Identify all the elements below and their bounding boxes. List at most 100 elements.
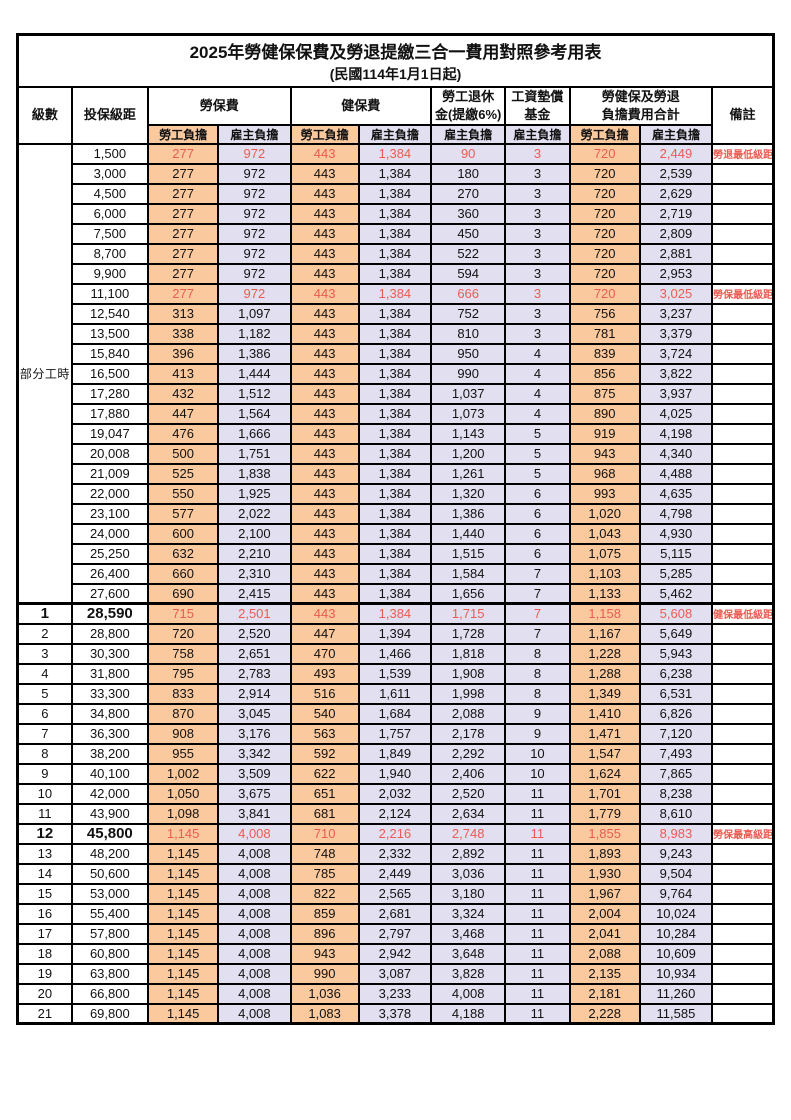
cell-total-employer: 10,284 xyxy=(638,922,714,945)
cell-total-employer: 2,539 xyxy=(638,162,714,185)
table-row: 11 43,900 1,098 3,841 681 2,124 2,634 11 1,779 8,… xyxy=(16,802,775,825)
cell-note xyxy=(711,482,775,505)
cell-health-self: 859 xyxy=(289,902,360,925)
cell-health-employer: 1,384 xyxy=(357,142,433,165)
cell-note xyxy=(711,802,775,825)
cell-pension-employer: 90 xyxy=(430,142,507,165)
cell-bracket: 42,000 xyxy=(70,782,149,805)
cell-total-self: 781 xyxy=(568,322,641,345)
cell-health-employer: 1,757 xyxy=(357,722,433,745)
cell-total-employer: 2,719 xyxy=(638,202,714,225)
cell-total-self: 1,133 xyxy=(568,582,641,605)
cell-pension-employer: 522 xyxy=(430,242,507,265)
cell-pension-employer: 1,515 xyxy=(430,542,507,565)
cell-level: 20 xyxy=(16,982,73,1005)
subheader-total-employer: 雇主負擔 xyxy=(638,123,714,145)
cell-pension-employer: 2,088 xyxy=(430,702,507,725)
table-row: 20 66,800 1,145 4,008 1,036 3,233 4,008 11 2,181… xyxy=(16,982,775,1005)
cell-labor-employer: 4,008 xyxy=(217,842,292,865)
cell-wage-fund-employer: 11 xyxy=(504,862,571,885)
cell-bracket: 28,800 xyxy=(70,622,149,645)
cell-health-self: 710 xyxy=(289,822,360,845)
cell-bracket: 16,500 xyxy=(70,362,149,385)
cell-total-self: 1,701 xyxy=(568,782,641,805)
cell-wage-fund-employer: 7 xyxy=(504,582,571,605)
cell-wage-fund-employer: 8 xyxy=(504,662,571,685)
col-header-level: 級數 xyxy=(16,85,73,145)
cell-labor-self: 277 xyxy=(146,262,220,285)
subheader-labor-employer: 雇主負擔 xyxy=(217,123,292,145)
col-header-labor-insurance: 勞保費 xyxy=(146,85,292,126)
cell-total-self: 1,779 xyxy=(568,802,641,825)
cell-level: 1 xyxy=(16,602,73,625)
cell-bracket: 9,900 xyxy=(70,262,149,285)
cell-wage-fund-employer: 3 xyxy=(504,282,571,305)
cell-labor-self: 476 xyxy=(146,422,220,445)
cell-total-employer: 3,237 xyxy=(638,302,714,325)
cell-health-employer: 1,384 xyxy=(357,222,433,245)
table-row: 部分工時 1,500 277 972 443 1,384 90 3 720 2,449 勞退最低級距 xyxy=(16,142,775,605)
cell-health-employer: 2,681 xyxy=(357,902,433,925)
cell-labor-self: 600 xyxy=(146,522,220,545)
cell-note xyxy=(711,362,775,385)
cell-labor-self: 1,145 xyxy=(146,1002,220,1025)
cell-note: 勞退最低級距 xyxy=(711,142,775,165)
cell-level: 13 xyxy=(16,842,73,865)
cell-total-employer: 5,285 xyxy=(638,562,714,585)
title-cell: 2025年勞健保保費及勞退提繳三合一費用對照參考用表 (民國114年1月1日起) xyxy=(16,33,775,88)
cell-pension-employer: 2,520 xyxy=(430,782,507,805)
cell-bracket: 25,250 xyxy=(70,542,149,565)
table-row: 4,500 277 972 443 1,384 270 3 720 2,629 xyxy=(18,182,775,205)
title-row: 2025年勞健保保費及勞退提繳三合一費用對照參考用表 (民國114年1月1日起) xyxy=(16,33,775,88)
cell-labor-employer: 972 xyxy=(217,222,292,245)
cell-note xyxy=(711,722,775,745)
cell-total-employer: 5,649 xyxy=(638,622,714,645)
cell-health-self: 443 xyxy=(289,382,360,405)
cell-pension-employer: 752 xyxy=(430,302,507,325)
cell-level: 4 xyxy=(16,662,73,685)
cell-bracket: 17,880 xyxy=(70,402,149,425)
cell-total-employer: 10,024 xyxy=(638,902,714,925)
cell-note xyxy=(711,302,775,325)
cell-labor-employer: 2,501 xyxy=(217,602,292,625)
pension-header-line2: 金(提繳6%) xyxy=(434,106,502,122)
cell-labor-employer: 4,008 xyxy=(217,962,292,985)
cell-health-employer: 1,384 xyxy=(357,362,433,385)
cell-total-employer: 4,025 xyxy=(638,402,714,425)
cell-labor-employer: 1,564 xyxy=(217,402,292,425)
cell-total-self: 993 xyxy=(568,482,641,505)
table-row: 6,000 277 972 443 1,384 360 3 720 2,719 xyxy=(18,202,775,225)
header-row-payers: 勞工負擔 雇主負擔 勞工負擔 雇主負擔 雇主負擔 雇主負擔 勞工負擔 雇主負擔 xyxy=(18,123,774,145)
cell-wage-fund-employer: 3 xyxy=(504,142,571,165)
cell-wage-fund-employer: 5 xyxy=(504,462,571,485)
cell-total-self: 1,471 xyxy=(568,722,641,745)
cell-note xyxy=(711,462,775,485)
cell-bracket: 3,000 xyxy=(70,162,149,185)
cell-health-self: 443 xyxy=(289,262,360,285)
cell-health-self: 443 xyxy=(289,402,360,425)
cell-labor-self: 690 xyxy=(146,582,220,605)
table-row: 21 69,800 1,145 4,008 1,083 3,378 4,188 11 2,228… xyxy=(16,1002,775,1025)
table-row: 9,900 277 972 443 1,384 594 3 720 2,953 xyxy=(18,262,775,285)
cell-bracket: 57,800 xyxy=(70,922,149,945)
cell-health-employer: 1,384 xyxy=(357,482,433,505)
cell-wage-fund-employer: 6 xyxy=(504,482,571,505)
cell-labor-self: 908 xyxy=(146,722,220,745)
cell-labor-self: 277 xyxy=(146,242,220,265)
cell-total-self: 839 xyxy=(568,342,641,365)
total-header-line1: 勞健保及勞退 xyxy=(601,88,680,104)
cell-health-self: 443 xyxy=(289,342,360,365)
cell-labor-self: 1,145 xyxy=(146,982,220,1005)
cell-labor-self: 277 xyxy=(146,182,220,205)
cell-health-employer: 1,384 xyxy=(357,582,433,605)
cell-level: 12 xyxy=(16,822,73,845)
cell-pension-employer: 1,073 xyxy=(430,402,507,425)
cell-pension-employer: 1,818 xyxy=(430,642,507,665)
cell-pension-employer: 3,036 xyxy=(430,862,507,885)
cell-note xyxy=(711,242,775,265)
cell-labor-employer: 3,176 xyxy=(217,722,292,745)
cell-labor-employer: 4,008 xyxy=(217,862,292,885)
cell-total-employer: 9,504 xyxy=(638,862,714,885)
cell-pension-employer: 3,468 xyxy=(430,922,507,945)
cell-health-self: 443 xyxy=(289,562,360,585)
